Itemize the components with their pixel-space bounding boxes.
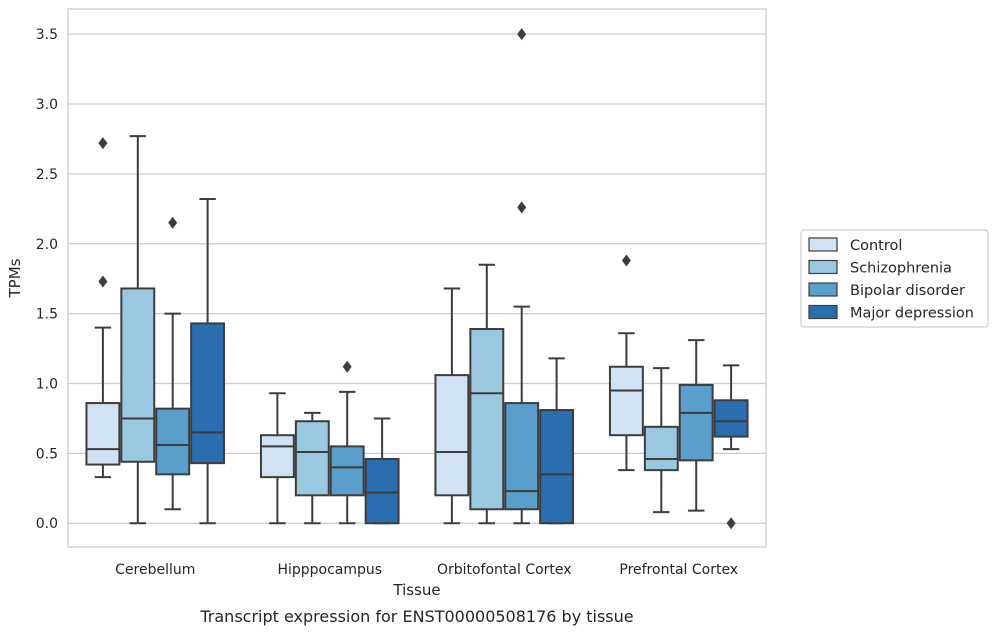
box	[259, 434, 295, 479]
legend-item: Major depression	[808, 304, 974, 322]
y-tick-label: 3.0	[36, 97, 58, 113]
series-bipolar-disorder	[155, 28, 714, 525]
box	[364, 457, 400, 525]
legend-item: Bipolar disorder	[808, 282, 965, 299]
box-group	[120, 135, 156, 525]
box-group	[155, 216, 191, 511]
y-tick-label: 3.5	[36, 27, 58, 43]
legend-swatch	[808, 304, 838, 320]
outlier-point	[98, 137, 108, 150]
legend-swatch	[808, 282, 838, 297]
y-tick-label: 2.5	[36, 167, 58, 183]
legend-swatch	[808, 237, 838, 252]
box-series	[85, 28, 749, 530]
box-group	[190, 198, 226, 525]
plot-frame	[67, 8, 767, 548]
box-group	[85, 137, 121, 479]
y-tick-labels: 0.0 0.5 1.0 1.5 2.0 2.5 3.0 3.5	[36, 27, 58, 532]
outlier-point	[342, 360, 352, 373]
y-tick-label: 0.0	[36, 516, 58, 532]
x-tick-label: Cerebellum	[115, 562, 195, 578]
series-schizophrenia	[120, 135, 679, 525]
legend-label: Control	[850, 238, 902, 254]
legend-swatch	[808, 259, 838, 275]
x-tick-label: Orbitofontal Cortex	[437, 562, 572, 578]
legend-box	[800, 229, 989, 328]
box-group	[539, 357, 575, 525]
y-tick-label: 0.5	[36, 446, 58, 462]
y-tick-label: 1.0	[36, 377, 58, 393]
legend-label: Major depression	[850, 306, 974, 322]
box	[643, 425, 679, 472]
box	[713, 399, 749, 438]
box-group	[469, 263, 505, 525]
y-tick-label: 2.0	[36, 237, 58, 253]
box	[434, 374, 470, 497]
box	[120, 287, 156, 463]
legend-item: Schizophrenia	[808, 259, 952, 277]
x-axis-label: Tissue	[392, 581, 440, 599]
series-major-depression	[190, 198, 749, 530]
outlier-point	[726, 517, 736, 530]
legend-item: Control	[808, 237, 902, 254]
outlier-point	[168, 216, 178, 229]
box-group	[504, 28, 540, 525]
chart-caption: Transcript expression for ENST0000050817…	[199, 607, 633, 626]
box	[539, 409, 575, 525]
outlier-point	[517, 201, 527, 214]
box	[678, 383, 714, 462]
box-group	[608, 254, 644, 472]
box	[608, 365, 644, 437]
box	[155, 407, 191, 476]
box-group	[364, 417, 400, 525]
box-group	[259, 392, 295, 525]
box	[329, 445, 365, 497]
y-tick-label: 1.5	[36, 307, 58, 323]
legend-label: Bipolar disorder	[850, 283, 965, 299]
box	[469, 328, 505, 511]
legend: Control Schizophrenia Bipolar disorder Majo…	[800, 229, 989, 328]
box	[85, 402, 121, 466]
outlier-point	[98, 275, 108, 288]
box-group	[713, 364, 749, 530]
outlier-point	[517, 28, 527, 41]
box-group	[329, 360, 365, 525]
x-tick-label: Prefrontal Cortex	[619, 562, 738, 578]
box	[294, 420, 330, 497]
series-control	[85, 137, 644, 525]
legend-label: Schizophrenia	[850, 261, 952, 277]
box-group	[434, 287, 470, 525]
x-tick-labels: Cerebellum Hipppocampus Orbitofontal Corte…	[115, 562, 738, 578]
box	[504, 402, 540, 511]
outlier-point	[621, 254, 631, 267]
box-group	[678, 339, 714, 512]
x-tick-label: Hipppocampus	[277, 562, 382, 578]
box	[190, 322, 226, 465]
box-group	[294, 411, 330, 525]
y-axis-label: TPMs	[6, 258, 24, 298]
box-group	[643, 367, 679, 514]
